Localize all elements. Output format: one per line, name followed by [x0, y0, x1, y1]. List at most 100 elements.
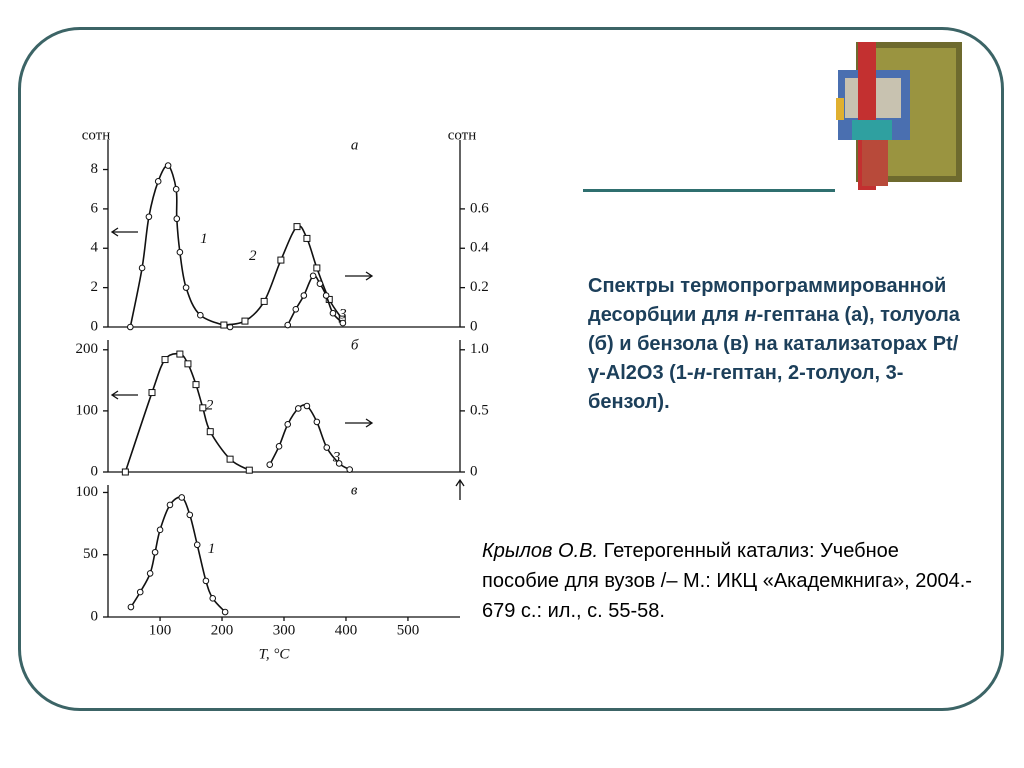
curve-label: 3: [332, 450, 341, 466]
marker: [178, 494, 186, 501]
apparatus-image: [836, 42, 962, 190]
marker: [138, 264, 146, 272]
marker: [300, 292, 308, 299]
y-tick-label: 8: [91, 161, 99, 177]
marker: [303, 234, 311, 242]
caption-text: Спектры термопрограммированной десорбции…: [588, 275, 947, 326]
marker: [284, 421, 292, 428]
y2-tick-label: 1.0: [470, 341, 489, 357]
marker: [316, 280, 324, 287]
marker: [193, 541, 201, 549]
curve-label: 3: [338, 306, 347, 322]
italic-letter: н: [693, 362, 706, 384]
marker: [202, 577, 210, 585]
y-tick-label: 6: [91, 200, 99, 216]
marker: [245, 466, 253, 474]
marker: [182, 284, 190, 291]
y-tick-label: 200: [76, 341, 99, 357]
y-tick-label: 0: [91, 318, 99, 334]
x-tick-label: 200: [211, 622, 234, 638]
y2-axis-label: cотн: [448, 127, 477, 143]
italic-letter: н: [744, 304, 757, 326]
marker: [127, 323, 134, 331]
x-tick-label: 400: [335, 622, 358, 638]
marker: [145, 213, 153, 221]
marker: [313, 264, 321, 272]
curve-label: 1: [200, 231, 208, 247]
y2-tick-label: 0.6: [470, 200, 489, 216]
marker: [161, 356, 169, 364]
marker: [309, 272, 317, 280]
marker: [346, 466, 353, 473]
marker: [313, 418, 321, 426]
marker: [266, 461, 274, 468]
direction-arrows: [110, 227, 465, 500]
marker: [154, 178, 162, 185]
marker: [192, 381, 200, 389]
divider: [583, 189, 835, 192]
panel-label: б: [351, 337, 359, 353]
marker: [186, 511, 194, 519]
caption-text: -гептан, 2-толуол, 3-бензол).: [588, 362, 904, 413]
marker: [220, 321, 228, 329]
curve: [223, 225, 343, 326]
y-tick-label: 100: [76, 402, 99, 418]
marker: [293, 223, 301, 231]
caption: Спектры термопрограммированной десорбции…: [588, 272, 968, 417]
marker: [275, 443, 283, 450]
y2-tick-label: 0: [470, 463, 478, 479]
curve: [124, 352, 250, 473]
reference-text: Гетерогенный катализ: Учебное пособие дл…: [482, 540, 972, 622]
marker: [148, 389, 156, 397]
curve-label: 2: [206, 398, 214, 414]
marker: [339, 319, 347, 327]
marker: [127, 603, 135, 611]
marker: [164, 162, 172, 169]
marker: [322, 292, 330, 299]
marker: [241, 317, 249, 325]
marker: [206, 428, 214, 436]
curve-label: 2: [249, 248, 257, 264]
slide-frame: [18, 27, 1004, 711]
marker: [284, 321, 292, 329]
marker: [176, 248, 184, 256]
curve: [129, 164, 231, 328]
caption-text: -гептана (а), толуола (б) и бензола (в) …: [588, 304, 960, 384]
marker: [221, 608, 229, 616]
marker: [323, 444, 331, 451]
x-axis-label: T, °C: [259, 646, 291, 662]
marker: [173, 215, 181, 223]
marker: [226, 455, 234, 463]
marker: [260, 297, 268, 305]
curve: [287, 274, 344, 326]
y-axis-label: cотн: [82, 127, 111, 143]
marker: [294, 405, 302, 412]
marker: [303, 402, 311, 410]
marker: [156, 526, 164, 534]
y-tick-label: 50: [83, 546, 98, 562]
marker: [176, 350, 184, 358]
marker: [184, 360, 192, 368]
marker: [335, 460, 343, 467]
marker: [136, 588, 144, 596]
marker: [197, 311, 204, 319]
y-tick-label: 4: [91, 240, 99, 256]
y2-tick-label: 0.5: [470, 402, 489, 418]
y2-tick-label: 0.4: [470, 240, 489, 256]
marker: [146, 570, 154, 577]
y-tick-label: 0: [91, 608, 99, 624]
reference: Крылов О.В. Гетерогенный катализ: Учебно…: [482, 536, 972, 626]
curve-label: 1: [208, 541, 216, 557]
x-tick-label: 500: [397, 622, 420, 638]
marker: [166, 501, 174, 509]
author: Крылов О.В.: [482, 540, 599, 562]
x-tick-label: 100: [149, 622, 172, 638]
y-tick-label: 2: [91, 279, 99, 295]
y2-tick-label: 0: [470, 318, 478, 334]
y2-tick-label: 0.2: [470, 279, 489, 295]
marker: [199, 404, 207, 412]
marker: [151, 548, 159, 556]
marker: [329, 309, 337, 317]
